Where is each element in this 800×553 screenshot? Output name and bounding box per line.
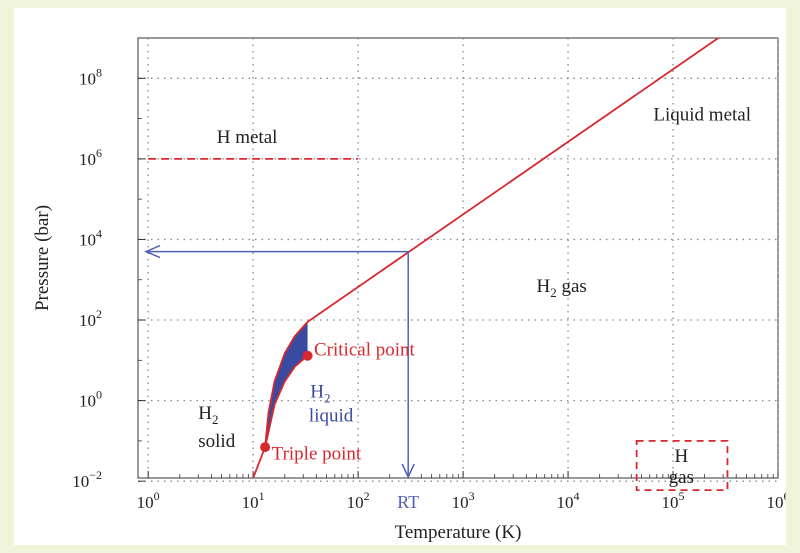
region-label: H bbox=[674, 446, 688, 467]
y-tick-label: 104 bbox=[79, 226, 102, 249]
x-tick-label: 104 bbox=[557, 489, 580, 512]
axis-ticks: 100 101 102 103 104 105 106 10−2 100 102 104 106 108 bbox=[72, 37, 787, 512]
x-tick-label: 101 bbox=[242, 489, 265, 512]
liquid-region-group bbox=[265, 321, 308, 448]
region-label: Triple point bbox=[272, 443, 362, 464]
x-tick-label: 103 bbox=[452, 489, 475, 512]
y-axis-label: Pressure (bar) bbox=[32, 205, 53, 311]
phase-boundary-line bbox=[264, 355, 309, 448]
region-label: gas bbox=[669, 467, 694, 488]
y-tick-label: 100 bbox=[79, 388, 102, 411]
phase-lines bbox=[148, 37, 729, 492]
y-tick-label: 102 bbox=[79, 307, 102, 330]
rt-label: RT bbox=[397, 492, 419, 512]
rt-arrowhead-left bbox=[144, 244, 161, 259]
critical-point-marker bbox=[302, 350, 313, 361]
x-axis-label: Temperature (K) bbox=[395, 522, 522, 543]
region-labels: H metal Liquid metal H2 gas Critical point H… bbox=[198, 104, 751, 488]
region-label: solid bbox=[198, 431, 235, 452]
grid-lines bbox=[138, 38, 779, 482]
room-temperature-arrows: RT bbox=[144, 244, 419, 512]
phase-boundary-line bbox=[307, 37, 719, 323]
phase-boundary-line bbox=[264, 321, 309, 448]
atomic-gas-box bbox=[635, 440, 729, 492]
phase-diagram-figure: 100 101 102 103 104 105 106 10−2 100 102 104 106 108… bbox=[14, 8, 786, 545]
region-label: H2 bbox=[198, 403, 218, 427]
y-tick-label: 108 bbox=[79, 65, 102, 88]
region-label: Liquid metal bbox=[653, 104, 751, 125]
x-tick-label: 100 bbox=[137, 489, 160, 512]
y-tick-label: 10−2 bbox=[72, 468, 102, 491]
rt-arrowhead-down bbox=[401, 463, 415, 479]
region-label: Critical point bbox=[314, 340, 416, 361]
x-tick-label: 105 bbox=[662, 489, 685, 512]
phase-diagram-chart: 100 101 102 103 104 105 106 10−2 100 102 104 106 108… bbox=[32, 37, 787, 543]
triple-point-marker bbox=[260, 442, 271, 453]
x-tick-label: 102 bbox=[347, 489, 370, 512]
liquid-region-fill bbox=[265, 321, 308, 448]
region-label: H2 gas bbox=[536, 276, 586, 300]
special-points bbox=[260, 350, 313, 453]
region-label: liquid bbox=[309, 406, 354, 427]
region-label: H metal bbox=[217, 127, 278, 148]
x-tick-label: 106 bbox=[767, 489, 787, 512]
phase-boundary-line bbox=[252, 446, 266, 479]
y-tick-label: 106 bbox=[79, 146, 102, 169]
region-label: H2 bbox=[310, 381, 330, 405]
